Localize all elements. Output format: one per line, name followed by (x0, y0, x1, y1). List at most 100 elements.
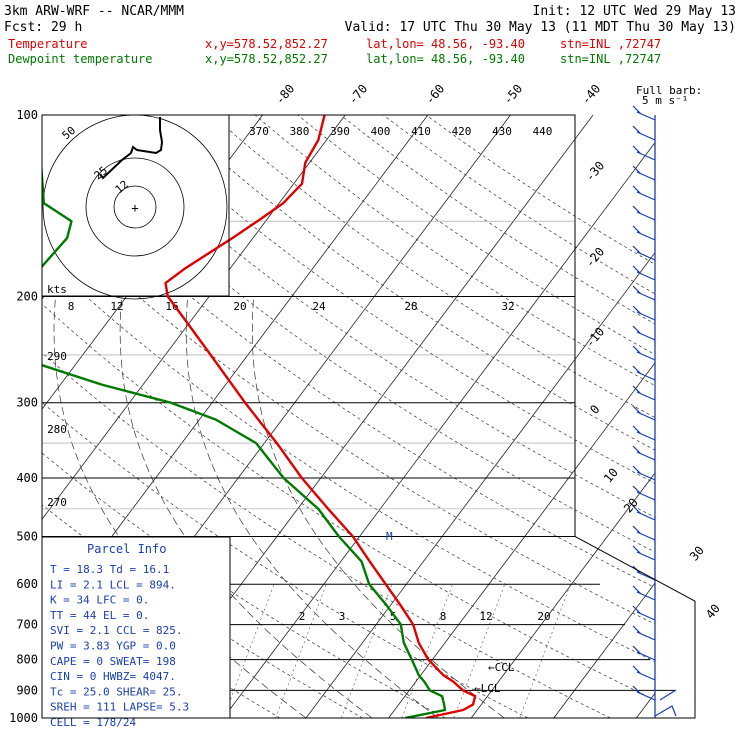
moist-adiabat-line (53, 296, 307, 718)
moist-adiabat-line (251, 296, 505, 718)
isotherm-label: -80 (273, 82, 298, 108)
wind-barb (632, 305, 656, 321)
chart-frame (41, 114, 696, 719)
mixing-ratio-label: 5 (390, 610, 397, 623)
isotherm-line (0, 115, 15, 718)
pressure-tick-label: 700 (16, 618, 38, 632)
mixing-ratio-line (223, 584, 275, 718)
temperature-profile-line (164, 115, 477, 718)
wind-barb (632, 145, 656, 161)
theta-label: 290 (47, 350, 67, 363)
parcel-info-row: CIN = 0 HWBZ= 4047. (50, 670, 176, 683)
isotherm-label: 40 (703, 601, 723, 621)
parcel-info-row: Tc = 25.0 SHEAR= 25. (50, 685, 182, 698)
pressure-tick-label: 600 (16, 577, 38, 591)
wind-barb (632, 485, 656, 501)
wind-barb (632, 665, 656, 681)
wind-barb (632, 625, 656, 641)
isotherm-line (42, 115, 346, 520)
wind-barb (632, 265, 656, 281)
speed-tick-label: 16 (165, 300, 178, 313)
parcel-panel-box (41, 536, 231, 719)
hodograph-trace (99, 117, 164, 180)
pressure-tick-label: 400 (16, 471, 38, 485)
theta-e-label: 370 (249, 125, 269, 138)
barb-key-line2: 5 m s⁻¹ (642, 94, 688, 107)
dewpoint-profile-line (42, 161, 447, 718)
wind-barb-column (632, 105, 677, 718)
pressure-tick-label: 100 (16, 108, 38, 122)
hodograph-frame (41, 114, 230, 297)
isotherm-line (719, 115, 740, 718)
hodograph-ring (113, 185, 157, 229)
pressure-tick-label: 200 (16, 290, 38, 304)
parcel-info-row: SREH = 111 LAPSE= 5.3 (50, 701, 189, 714)
speed-tick-label: 8 (68, 300, 75, 313)
isotherm-label: -30 (583, 159, 608, 185)
parcel-info-row: LI = 2.1 LCL = 894. (50, 578, 176, 591)
pressure-tick-label: 800 (16, 653, 38, 667)
isotherm-line (223, 141, 655, 718)
isotherm-line (305, 251, 655, 718)
dry-adiabat-line (297, 115, 655, 356)
isotherm-label: -60 (423, 82, 448, 108)
wind-barb (632, 205, 656, 221)
wind-barb (632, 505, 656, 521)
dry-adiabat-line (42, 401, 528, 718)
ccl-marker: ←CCL (488, 661, 515, 674)
isotherm-line (553, 582, 655, 718)
mixing-ratio-line (453, 584, 506, 718)
wind-barb (632, 165, 656, 181)
wind-barb (632, 685, 656, 701)
sounding-profiles: ←CCL ←LCL M (42, 115, 515, 718)
hodograph-center-mark: + (131, 201, 138, 215)
wind-barb (632, 385, 656, 401)
plot-border (41, 114, 696, 719)
legend-temperature-stn: stn=INL ,72747 (560, 37, 661, 51)
legend-temperature-xy: x,y=578.52,852.27 (205, 37, 328, 51)
parcel-info-row: K = 34 LFC = 0. (50, 594, 149, 607)
theta-e-label: 440 (533, 125, 553, 138)
wind-barb (632, 345, 656, 361)
moist-adiabat-line (185, 296, 439, 718)
parcel-info-panel: Parcel Info T = 18.3 Td = 16.1 LI = 2.1 LC… (41, 536, 231, 729)
dry-adiabat-line (425, 115, 655, 265)
parcel-panel-title: Parcel Info (87, 542, 166, 556)
parcel-info-row: TT = 44 EL = 0. (50, 609, 149, 622)
mixing-ratio-line (401, 584, 453, 718)
theta-e-label: 380 (290, 125, 310, 138)
hodograph-axis-label: kts (47, 283, 67, 296)
hodograph-ring (85, 157, 185, 257)
wind-barb (632, 405, 656, 421)
mixing-ratio-line (519, 584, 571, 718)
parcel-info-row: T = 18.3 Td = 16.1 (50, 563, 169, 576)
legend-dewpoint-latlon: lat,lon= 48.56, -93.40 (366, 52, 525, 66)
wind-barb (632, 105, 656, 121)
legend-temperature-latlon: lat,lon= 48.56, -93.40 (366, 37, 525, 51)
parcel-info-row: SVI = 2.1 CCL = 825. (50, 624, 182, 637)
moist-adiabat-line (119, 296, 373, 718)
wind-barb-low (654, 689, 677, 717)
parcel-info-row: PW = 3.83 YGP = 0.0 (50, 640, 176, 653)
isotherm-label: -70 (346, 82, 371, 108)
wind-barb (632, 365, 656, 381)
isotherm-label: 30 (687, 543, 707, 563)
isotherm-label: -20 (583, 245, 608, 271)
mixing-ratio-label: 20 (537, 610, 550, 623)
wind-barb (632, 585, 656, 601)
mixing-ratio-line (341, 584, 393, 718)
wind-barb (632, 645, 656, 661)
theta-e-label: 430 (492, 125, 512, 138)
wind-barb (632, 285, 656, 301)
theta-e-label: 400 (371, 125, 391, 138)
wind-barb (632, 225, 656, 241)
dry-adiabat-line (42, 504, 363, 718)
legend-dewpoint-xy: x,y=578.52,852.27 (205, 52, 328, 66)
speed-tick-label: 12 (110, 300, 123, 313)
speed-tick-label: 20 (233, 300, 246, 313)
theta-label: 270 (47, 496, 67, 509)
wind-barb (632, 445, 656, 461)
theta-e-label: 390 (330, 125, 350, 138)
